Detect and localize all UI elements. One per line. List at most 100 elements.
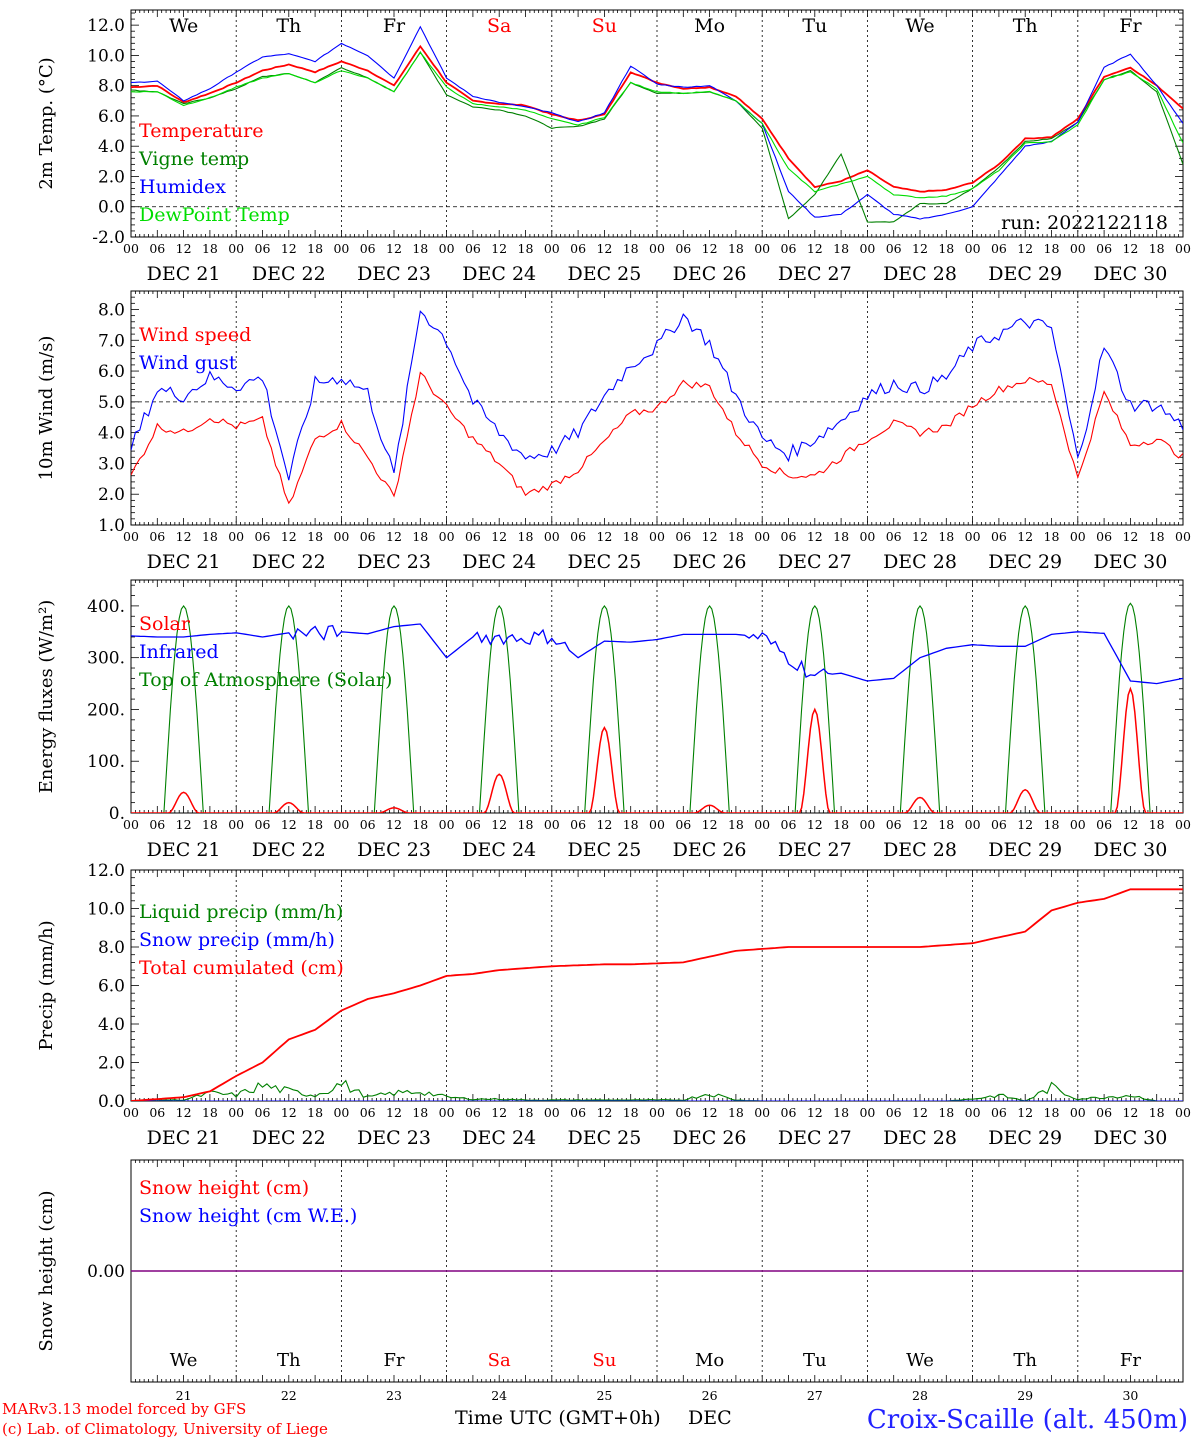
y-axis-label: Energy fluxes (W/m²) [36,600,57,794]
hour-tick-label: 06 [675,817,691,832]
hour-tick-label: 06 [1096,1105,1112,1120]
hour-tick-label: 12 [386,241,402,256]
run-label: run: 2022122118 [1001,212,1168,234]
hour-tick-label: 12 [281,529,297,544]
y-tick-label: 200. [87,700,125,720]
legend-entry: Temperature [139,120,263,142]
y-tick-label: 10.0 [87,900,125,920]
hour-tick-label: 18 [728,529,744,544]
hour-tick-label: 12 [912,1105,928,1120]
hour-tick-label: 06 [675,241,691,256]
hour-tick-label: 00 [1175,1105,1191,1120]
hour-tick-label: 12 [176,1105,192,1120]
date-label: DEC 30 [1093,839,1167,861]
y-tick-label: -2.0 [92,228,125,248]
y-tick-label: 0. [109,804,125,824]
hour-tick-label: 06 [675,529,691,544]
hour-tick-label: 06 [991,529,1007,544]
date-label: DEC 21 [147,551,221,573]
hour-tick-label: 00 [965,817,981,832]
hour-tick-label: 06 [149,241,165,256]
date-label: DEC 25 [567,839,641,861]
hour-tick-label: 18 [1044,1105,1060,1120]
hour-tick-label: 06 [886,529,902,544]
date-label: DEC 21 [147,263,221,285]
hour-tick-label: 00 [544,241,560,256]
hour-tick-label: 00 [754,817,770,832]
y-axis-label: Precip (mm/h) [36,920,57,1050]
hour-tick-label: 00 [333,241,349,256]
y-tick-label: 0.0 [98,198,125,218]
bottom-day-number: 28 [912,1388,928,1403]
hour-tick-label: 00 [544,529,560,544]
series-wind-speed [131,371,1183,505]
bottom-weekday-label: Mo [695,1350,724,1371]
hour-tick-label: 06 [886,1105,902,1120]
hour-tick-label: 18 [202,817,218,832]
date-label: DEC 26 [673,551,747,573]
hour-tick-labels: 00 06 12 18 00 06 12 18 00 06 12 18 00 06 12 18 00 06 12 18… [123,241,1191,256]
hour-tick-label: 18 [833,817,849,832]
hour-tick-label: 06 [255,817,271,832]
bottom-day-number: 21 [176,1388,192,1403]
hour-tick-label: 18 [623,529,639,544]
hour-tick-label: 18 [307,529,323,544]
hour-tick-label: 06 [149,817,165,832]
hour-tick-label: 12 [912,241,928,256]
hour-tick-label: 18 [307,241,323,256]
hour-tick-label: 00 [649,817,665,832]
date-label: DEC 25 [567,263,641,285]
month-label: DEC [688,1407,732,1429]
hour-tick-label: 18 [518,241,534,256]
hour-tick-label: 12 [386,529,402,544]
hour-tick-label: 18 [623,1105,639,1120]
y-tick-label: 400. [87,597,125,617]
y-tick-label: 0.0 [98,1092,125,1112]
hour-tick-label: 00 [859,817,875,832]
y-tick-label: 4.0 [98,1015,125,1035]
date-label: DEC 23 [357,263,431,285]
date-label: DEC 29 [988,551,1062,573]
y-tick-label: 7.0 [98,331,125,351]
hour-tick-label: 00 [123,241,139,256]
hour-tick-label: 18 [1149,1105,1165,1120]
bottom-day-number: 22 [281,1388,297,1403]
date-label: DEC 29 [988,1127,1062,1149]
legend-entry: Top of Atmosphere (Solar) [139,669,392,691]
hour-tick-label: 12 [912,817,928,832]
bottom-day-number: 24 [491,1388,507,1403]
hour-tick-label: 12 [1122,817,1138,832]
hour-tick-label: 12 [1017,241,1033,256]
hour-tick-label: 12 [807,817,823,832]
date-label: DEC 27 [778,263,852,285]
hour-tick-label: 06 [360,241,376,256]
y-tick-label: 8.0 [98,300,125,320]
hour-tick-label: 00 [1070,1105,1086,1120]
hour-tick-label: 18 [518,817,534,832]
y-tick-label: 100. [87,752,125,772]
date-label: DEC 22 [252,263,326,285]
y-tick-label: 4.0 [98,424,125,444]
y-tick-label: 4.0 [98,137,125,157]
station-name: Croix-Scaille (alt. 450m) [867,1405,1188,1435]
hour-tick-label: 00 [123,1105,139,1120]
y-tick-label: 8.0 [98,938,125,958]
hour-tick-label: 06 [465,817,481,832]
hour-tick-label: 06 [149,1105,165,1120]
y-axis-label: Snow height (cm) [36,1190,57,1351]
date-label: DEC 21 [147,1127,221,1149]
bottom-weekday-label: We [170,1350,198,1371]
hour-tick-label: 06 [570,241,586,256]
y-tick-label: 6.0 [98,977,125,997]
y-tick-label: 300. [87,649,125,669]
hour-tick-label: 00 [439,529,455,544]
hour-tick-label: 00 [544,1105,560,1120]
hour-tick-label: 00 [965,1105,981,1120]
y-tick-label: 5.0 [98,393,125,413]
hour-tick-label: 18 [1044,241,1060,256]
weekday-label: Sa [487,15,511,37]
hour-tick-label: 12 [176,241,192,256]
hour-tick-label: 00 [1175,241,1191,256]
hour-tick-label: 18 [307,817,323,832]
hour-tick-label: 18 [518,529,534,544]
